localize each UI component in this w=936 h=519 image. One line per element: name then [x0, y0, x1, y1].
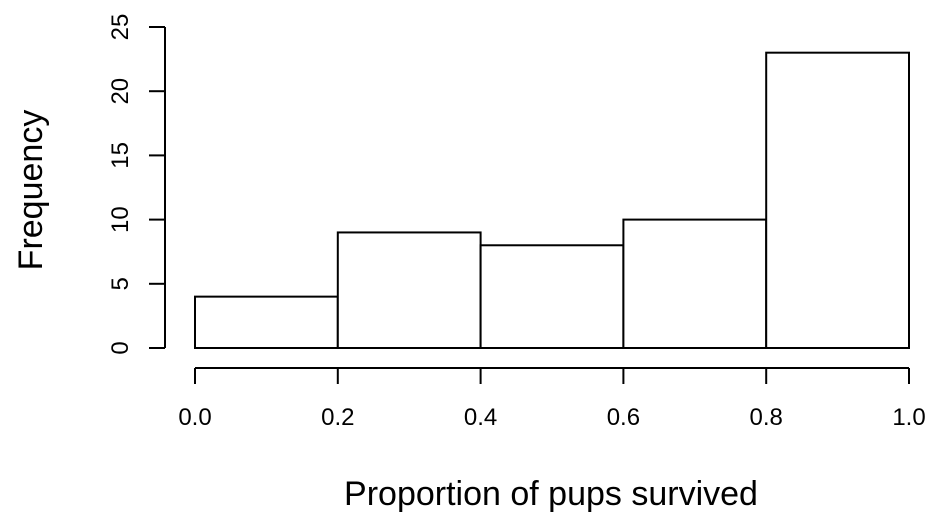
x-tick-label: 0.0	[178, 404, 211, 431]
histogram-bar-2	[336, 231, 482, 349]
x-axis-title: Proportion of pups survived	[344, 475, 758, 513]
y-tick-label: 20	[107, 78, 134, 105]
histogram-bar-4	[622, 218, 768, 349]
x-tick-label: 0.6	[607, 404, 640, 431]
x-tick-label: 0.4	[464, 404, 497, 431]
histogram-bar-5	[765, 51, 911, 350]
y-tick-label: 10	[107, 206, 134, 233]
y-tick-label: 0	[107, 341, 134, 354]
y-axis-title: Frequency	[12, 110, 50, 271]
x-tick-label: 0.8	[750, 404, 783, 431]
histogram-bar-3	[479, 244, 625, 349]
y-tick-label: 25	[107, 14, 134, 41]
y-tick-label: 5	[107, 277, 134, 290]
x-axis: 0.0 0.2 0.4 0.6 0.8 1.0	[178, 367, 926, 431]
y-axis: 0 5 10 15 20 25	[107, 14, 166, 355]
y-tick-label: 15	[107, 142, 134, 169]
x-tick-label: 1.0	[892, 404, 925, 431]
bars-group	[194, 51, 911, 350]
x-tick-label: 0.2	[321, 404, 354, 431]
histogram-bar-1	[194, 295, 339, 350]
